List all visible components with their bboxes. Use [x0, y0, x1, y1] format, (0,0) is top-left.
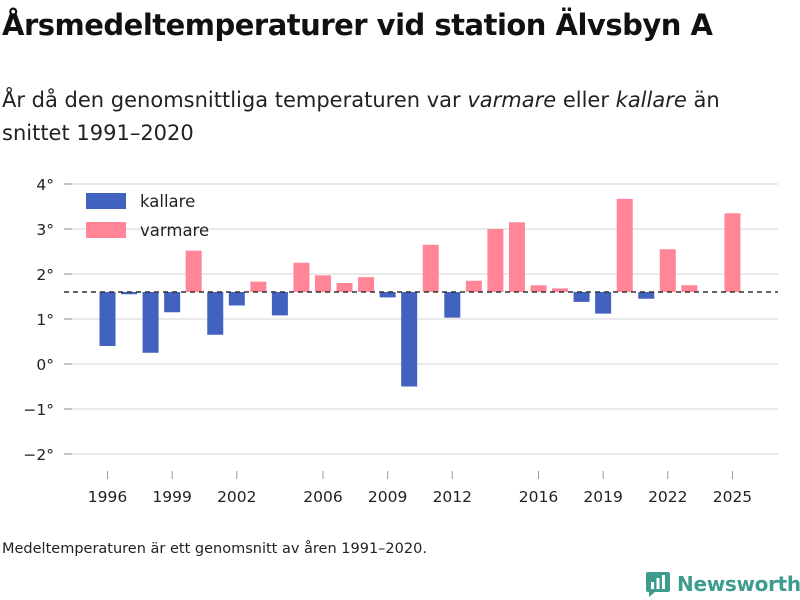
gridlines — [64, 183, 778, 455]
footnote: Medeltemperaturen är ett genomsnitt av å… — [2, 541, 427, 557]
bar-warmer-2022 — [659, 249, 676, 292]
bar-warmer-2013 — [465, 280, 482, 292]
x-tick-label: 2025 — [713, 488, 752, 506]
bar-colder-2018 — [573, 292, 590, 302]
bar-warmer-2000 — [185, 250, 202, 292]
y-tick-label: 3° — [36, 221, 54, 239]
bar-warmer-2011 — [422, 244, 439, 292]
bar-colder-1996 — [99, 292, 116, 346]
subtitle-cold-word: kallare — [615, 88, 687, 112]
bar-warmer-2025 — [724, 213, 741, 292]
bar-colder-2001 — [207, 292, 224, 335]
bar-colder-2019 — [595, 292, 612, 314]
x-tick-label: 2022 — [648, 488, 687, 506]
bar-colder-2012 — [444, 292, 461, 318]
newsworthy-logo-icon — [646, 572, 670, 597]
bar-colder-2021 — [638, 292, 655, 299]
bar-colder-1999 — [164, 292, 181, 313]
x-axis: 1996 1999 2002 2006 2009 2012 2016 2019 2022 2025 — [88, 471, 752, 506]
legend-swatch-varmare — [86, 222, 126, 238]
bar-colder-2009 — [379, 292, 396, 298]
brand-name: Newsworthy — [677, 572, 800, 596]
y-tick-label: 1° — [36, 311, 54, 329]
subtitle-text-mid: eller — [556, 88, 616, 112]
bar-warmer-2017 — [552, 288, 569, 292]
x-tick-label: 2019 — [583, 488, 622, 506]
y-tick-label: −2° — [23, 446, 54, 464]
bar-colder-2010 — [401, 292, 418, 387]
subtitle-warm-word: varmare — [467, 88, 557, 112]
subtitle-text-pre: År då den genomsnittliga temperaturen va… — [2, 88, 468, 112]
x-tick-label: 1999 — [152, 488, 191, 506]
x-tick-label: 2012 — [433, 488, 472, 506]
y-axis: 4° 3° 2° 1° 0° −1° −2° — [23, 176, 72, 464]
bar-colder-1997 — [121, 292, 138, 295]
subtitle-text-post: än snittet 1991–2020 — [2, 88, 720, 145]
bar-warmer-2015 — [508, 222, 525, 292]
bar-warmer-2020 — [616, 198, 633, 292]
bar-warmer-2014 — [487, 229, 504, 292]
legend-swatch-kallare — [86, 193, 126, 209]
x-tick-label: 2002 — [217, 488, 256, 506]
y-tick-label: −1° — [23, 401, 54, 419]
chart-title: Årsmedeltemperaturer vid station Älvsbyn… — [2, 8, 713, 42]
x-tick-label: 2006 — [303, 488, 342, 506]
bar-colder-2002 — [228, 292, 245, 306]
y-tick-label: 0° — [36, 356, 54, 374]
bar-warmer-2003 — [250, 281, 267, 292]
legend: kallare varmare — [86, 192, 209, 240]
bar-warmer-2008 — [358, 277, 375, 292]
chart-subtitle: År då den genomsnittliga temperaturen va… — [2, 84, 782, 150]
x-tick-label: 2016 — [519, 488, 558, 506]
bar-warmer-2007 — [336, 283, 353, 292]
legend-label-kallare: kallare — [140, 192, 195, 211]
bar-warmer-2016 — [530, 285, 547, 292]
bar-colder-2004 — [271, 292, 288, 316]
legend-label-varmare: varmare — [140, 221, 209, 240]
x-tick-label: 1996 — [88, 488, 127, 506]
bars — [64, 198, 778, 387]
y-tick-label: 2° — [36, 266, 54, 284]
bar-warmer-2005 — [293, 262, 310, 292]
brand-logo: Newsworthy — [645, 570, 800, 598]
bar-warmer-2006 — [315, 275, 331, 292]
bar-warmer-2023 — [681, 285, 698, 292]
bar-colder-1998 — [142, 292, 159, 353]
x-tick-label: 2009 — [368, 488, 407, 506]
y-tick-label: 4° — [36, 176, 54, 194]
